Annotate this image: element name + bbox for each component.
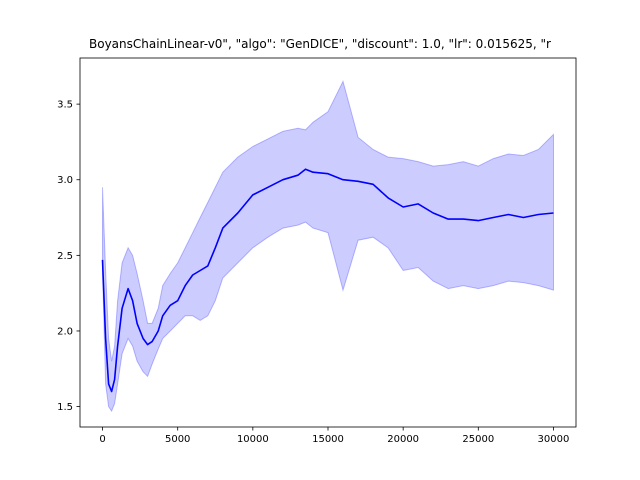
chart-title: BoyansChainLinear-v0", "algo": "GenDICE"… [89,37,551,51]
x-tick-label: 15000 [312,434,344,445]
y-tick-label: 3.0 [57,175,73,186]
y-tick-label: 2.5 [57,251,73,262]
series-0-band [102,79,554,413]
x-tick-label: 0 [99,434,105,445]
x-tick-label: 30000 [538,434,570,445]
x-tick-label: 20000 [387,434,419,445]
axes: 0 5000 10000 15000 20000 25000 30000 1.5 2.0 2.5 3… [57,57,577,445]
x-tick-label: 5000 [165,434,190,445]
x-tick-label: 25000 [462,434,494,445]
x-tick-label: 10000 [237,434,269,445]
plot-area [101,79,554,413]
y-tick-label: 1.5 [57,402,73,413]
y-tick-label: 3.5 [57,100,73,111]
series-0-line [101,168,554,393]
y-tick-label: 2.0 [57,326,73,337]
